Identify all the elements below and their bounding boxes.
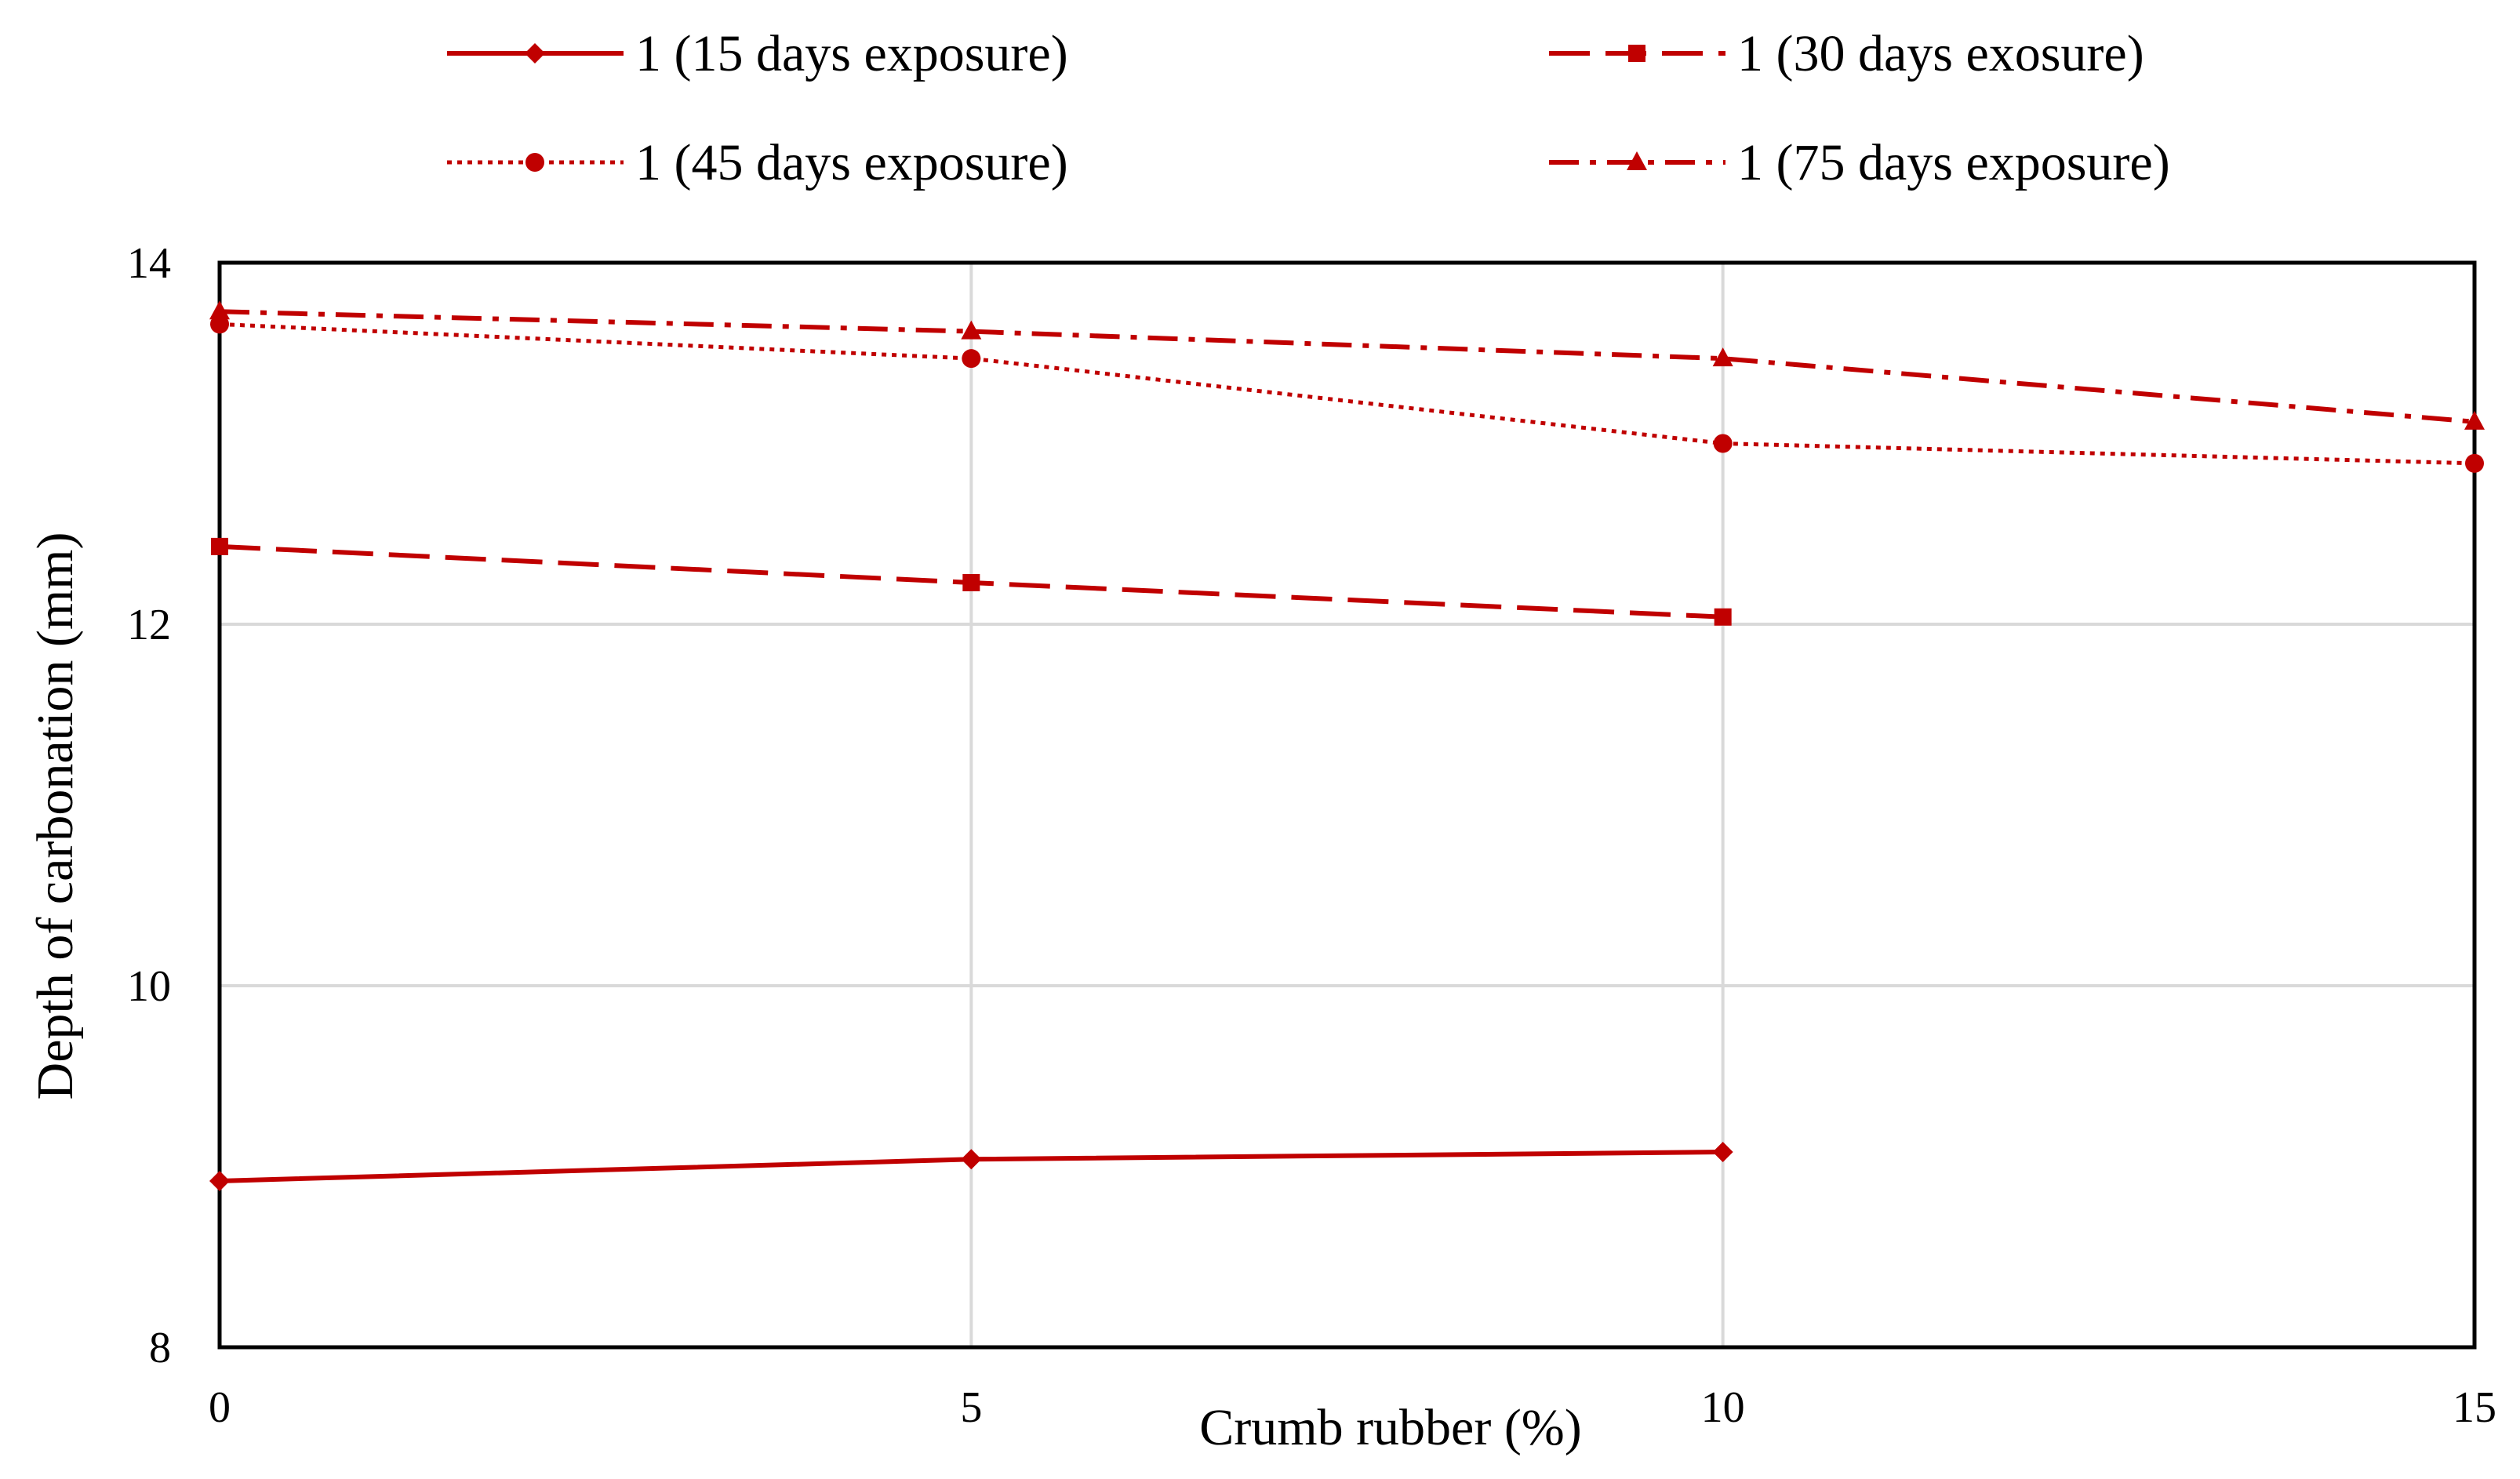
data-point xyxy=(961,320,982,340)
grid xyxy=(218,261,2476,1349)
series-line xyxy=(219,309,2475,424)
legend-label: 1 (15 days exposure) xyxy=(635,25,1068,82)
x-tick-label: 5 xyxy=(960,1383,982,1432)
axis-ticks: 0 5 10 15 8 10 12 14 xyxy=(127,239,2496,1432)
data-point xyxy=(210,314,229,334)
y-tick-label: 8 xyxy=(149,1324,171,1372)
data-point xyxy=(209,300,230,320)
legend-label: 1 (45 days exposure) xyxy=(635,134,1068,191)
legend-swatch-marker xyxy=(1628,45,1645,62)
legend-item-75-days: 1 (75 days exposure) xyxy=(1549,134,2170,191)
data-point xyxy=(962,349,981,369)
series-4 xyxy=(209,300,2485,430)
y-axis-title: Depth of carbonation (mm) xyxy=(27,532,84,1100)
data-point xyxy=(1713,434,1733,453)
series-3 xyxy=(210,314,2484,473)
x-tick-label: 10 xyxy=(1701,1383,1745,1432)
data-point xyxy=(1712,347,1733,367)
plot-area xyxy=(217,260,2477,1350)
x-tick-label: 15 xyxy=(2453,1383,2496,1432)
data-point xyxy=(211,537,228,555)
legend-swatch-marker xyxy=(525,153,544,172)
series-1 xyxy=(209,1142,1733,1191)
legend: 1 (15 days exposure) 1 (30 days exosure)… xyxy=(447,25,2170,191)
legend-label: 1 (75 days exposure) xyxy=(1737,134,2170,191)
data-point xyxy=(1712,1142,1733,1163)
legend-item-45-days: 1 (45 days exposure) xyxy=(447,134,1068,191)
legend-item-15-days: 1 (15 days exposure) xyxy=(447,25,1068,82)
x-tick-label: 0 xyxy=(209,1383,231,1432)
legend-label: 1 (30 days exosure) xyxy=(1737,25,2144,82)
data-point xyxy=(209,1170,230,1191)
data-point xyxy=(961,1149,982,1170)
y-tick-label: 14 xyxy=(127,239,171,288)
y-tick-label: 12 xyxy=(127,601,171,649)
data-point xyxy=(962,573,980,591)
legend-item-30-days: 1 (30 days exosure) xyxy=(1549,25,2144,82)
series-layer xyxy=(209,300,2485,1191)
data-point xyxy=(2465,453,2484,473)
data-point xyxy=(2464,410,2485,430)
series-2 xyxy=(211,537,1732,626)
data-point xyxy=(1714,608,1732,626)
y-tick-label: 10 xyxy=(127,962,171,1011)
x-axis-title: Crumb rubber (%) xyxy=(1199,1399,1582,1456)
legend-swatch-marker xyxy=(1627,151,1647,170)
legend-swatch-marker xyxy=(525,43,545,64)
